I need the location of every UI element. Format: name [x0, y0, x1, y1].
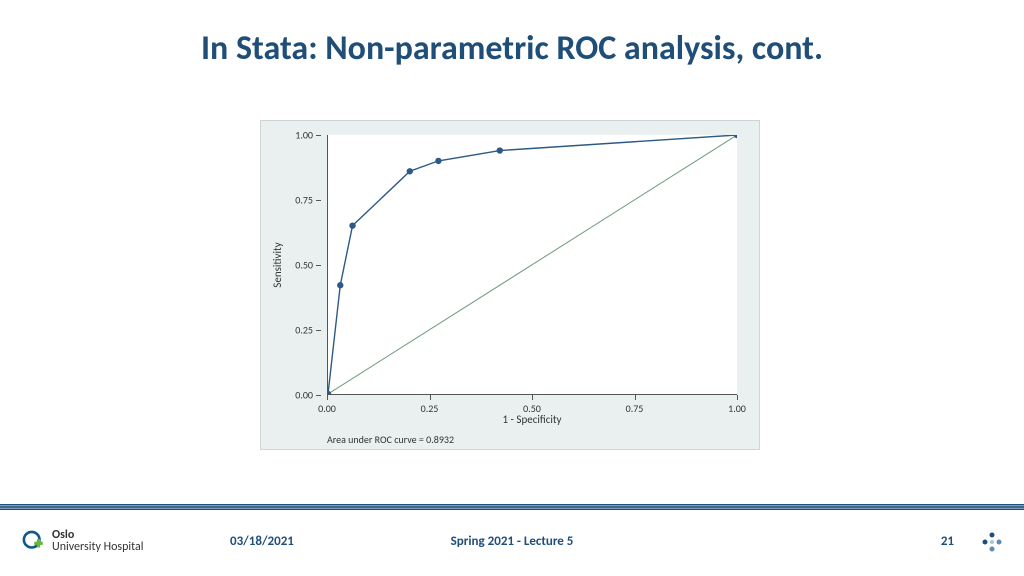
footer: Oslo University Hospital 03/18/2021 Spri…: [0, 520, 1024, 570]
y-tick-label: 0.25: [295, 324, 313, 337]
plot-area: [327, 135, 737, 395]
x-axis-ticks: 0.000.250.500.751.00: [327, 395, 737, 415]
slide-title: In Stata: Non-parametric ROC analysis, c…: [0, 28, 1024, 69]
y-axis-ticks: 0.000.250.500.751.00: [261, 135, 321, 395]
y-axis-label: Sensitivity: [271, 242, 284, 287]
decorative-icon: [980, 530, 1004, 559]
auc-caption: Area under ROC curve = 0.8932: [327, 433, 454, 446]
y-tick-label: 0.75: [295, 194, 313, 207]
footer-lecture: Spring 2021 - Lecture 5: [0, 534, 1024, 549]
roc-chart: 0.000.250.500.751.00 0.000.250.500.751.0…: [260, 120, 760, 450]
page-number: 21: [941, 534, 954, 549]
x-axis-label: 1 - Specificity: [327, 413, 737, 426]
y-tick-label: 0.50: [295, 259, 313, 272]
footer-divider: [0, 504, 1024, 510]
y-tick-label: 1.00: [295, 129, 313, 142]
y-tick-label: 0.00: [295, 389, 313, 402]
